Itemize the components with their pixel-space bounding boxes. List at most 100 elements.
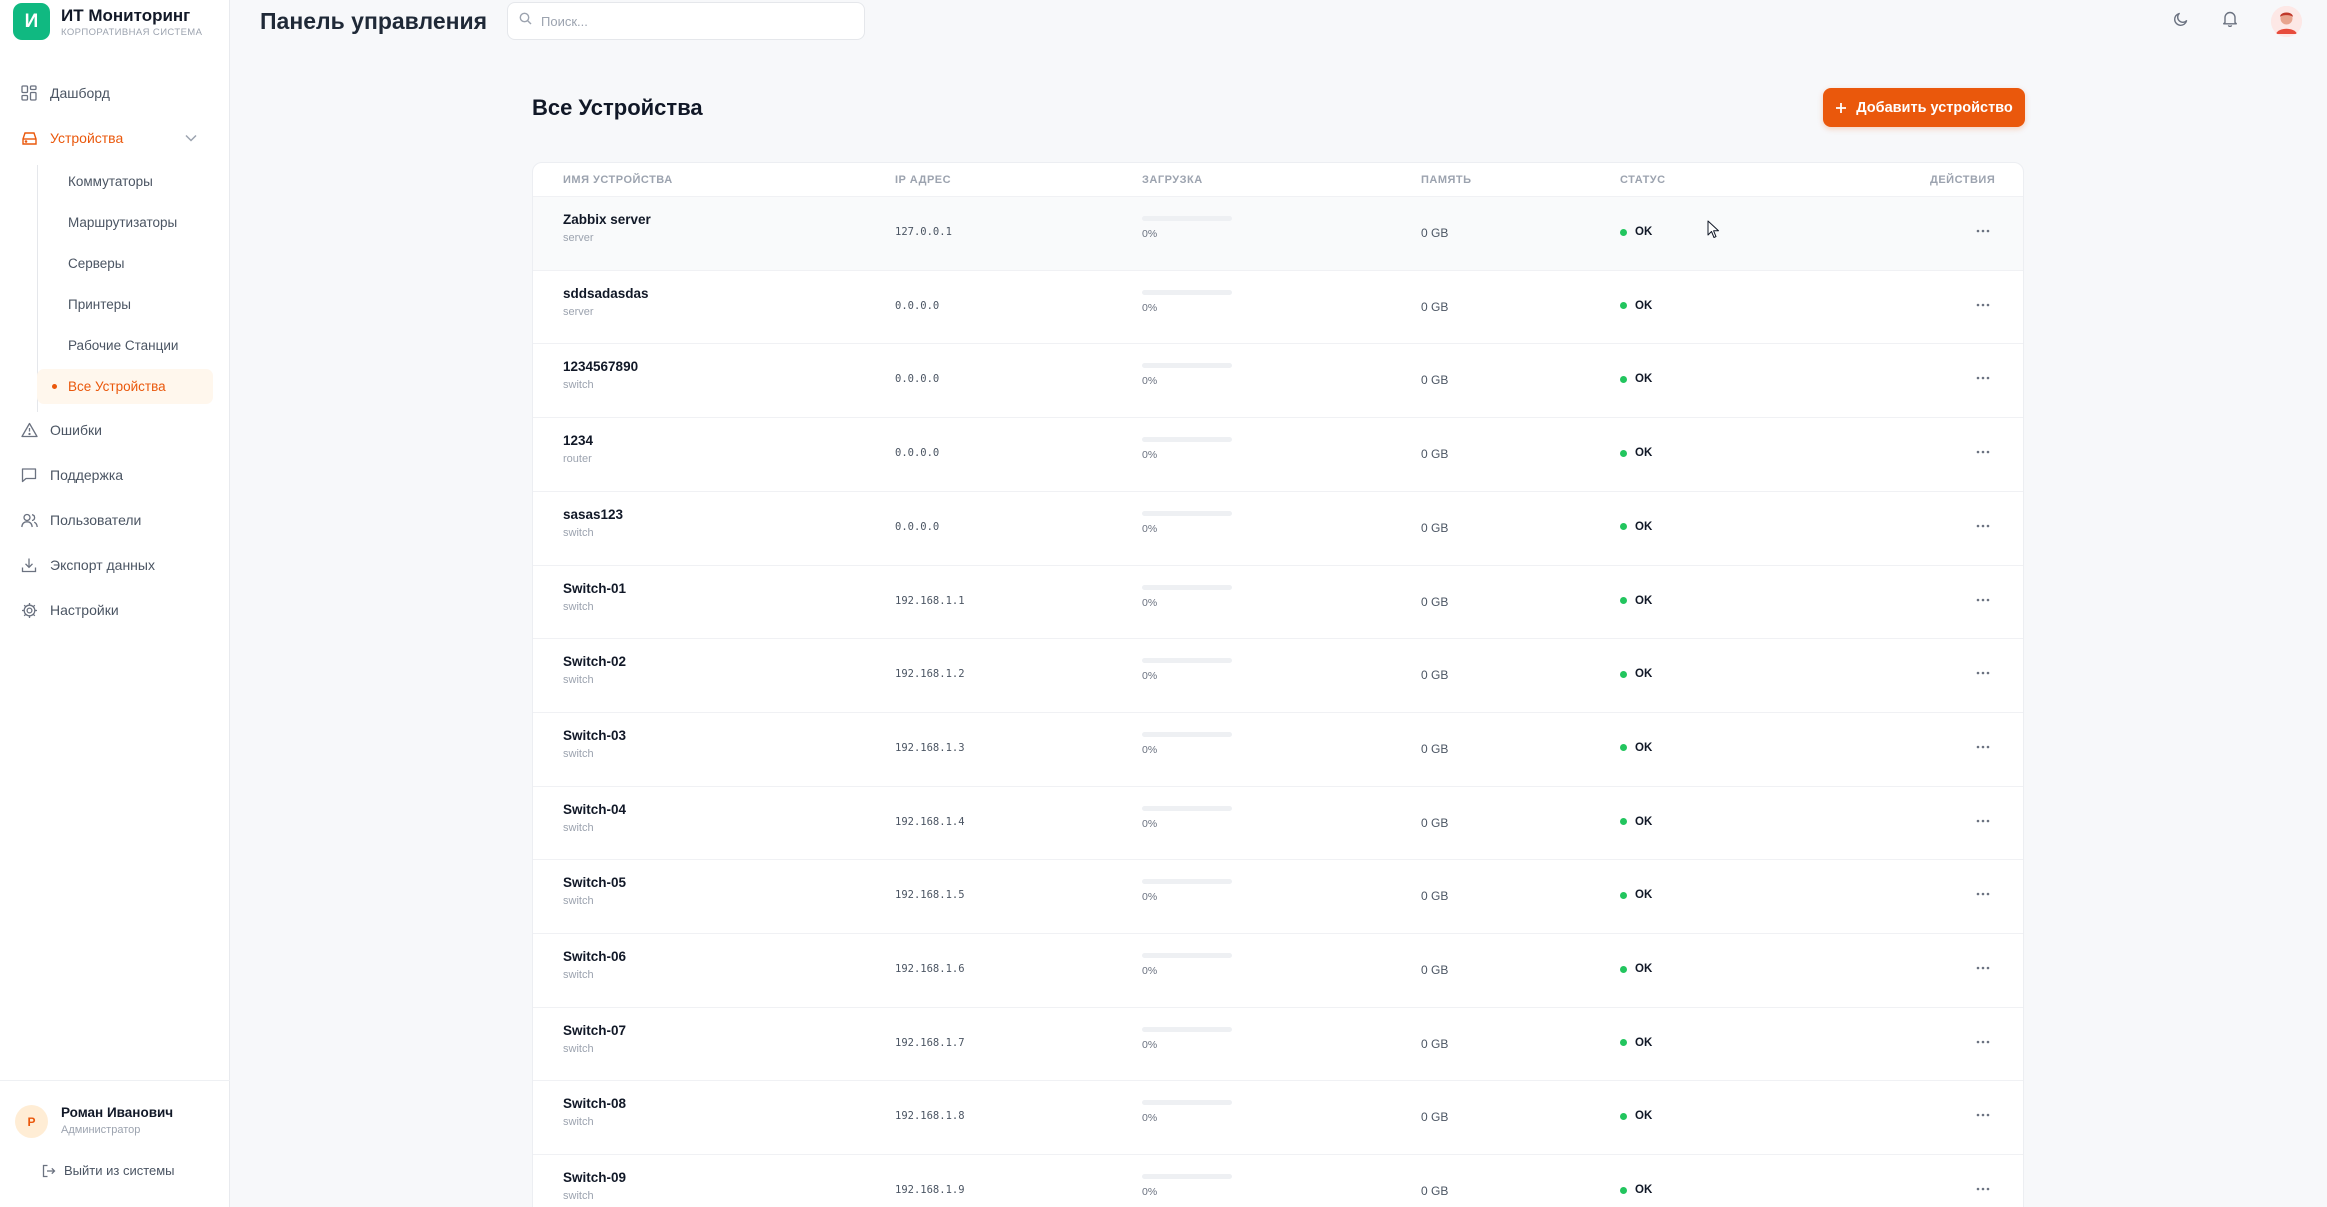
table-row[interactable]: sddsadasdas server 0.0.0.0 0% 0 GB OK bbox=[533, 269, 2023, 344]
sidebar-subitem-all-devices[interactable]: Все Устройства bbox=[37, 369, 213, 404]
column-header-status[interactable]: СТАТУС bbox=[1620, 174, 1666, 186]
table-row[interactable]: Zabbix server server 127.0.0.1 0% 0 GB OK bbox=[533, 196, 2023, 270]
table-row[interactable]: 1234 router 0.0.0.0 0% 0 GB OK bbox=[533, 417, 2023, 491]
device-load: 0% bbox=[1142, 522, 1158, 535]
search-box[interactable] bbox=[507, 2, 865, 40]
brand-subtitle: КОРПОРАТИВНАЯ СИСТЕМА bbox=[61, 26, 203, 38]
device-load: 0% bbox=[1142, 228, 1158, 240]
device-load: 0% bbox=[1142, 965, 1158, 977]
device-name[interactable]: Switch-02 bbox=[563, 654, 627, 670]
more-actions-button[interactable] bbox=[1971, 442, 1995, 462]
add-device-button[interactable]: Добавить устройство bbox=[1823, 88, 2025, 127]
sidebar-item-devices[interactable]: Устройства bbox=[20, 129, 123, 147]
sidebar-subitem-workstations[interactable]: Рабочие Станции bbox=[68, 338, 179, 353]
more-actions-button[interactable] bbox=[1971, 1032, 1995, 1052]
column-header-ip[interactable]: IP АДРЕС bbox=[895, 174, 952, 186]
more-actions-button[interactable] bbox=[1971, 884, 1995, 904]
sidebar-item-export[interactable]: Экспорт данных bbox=[20, 556, 155, 574]
sidebar-item-label: Устройства bbox=[50, 130, 124, 146]
device-name[interactable]: 1234 bbox=[563, 433, 594, 449]
table-row[interactable]: Switch-03 switch 192.168.1.3 0% 0 GB OK bbox=[533, 711, 2023, 786]
device-name[interactable]: sddsadasdas bbox=[563, 285, 649, 301]
more-horizontal-icon bbox=[1976, 745, 1990, 749]
sidebar-item-label: Дашборд bbox=[50, 85, 110, 101]
more-actions-button[interactable] bbox=[1971, 811, 1995, 831]
load-bar bbox=[1142, 953, 1232, 958]
device-ip: 192.168.1.6 bbox=[895, 963, 965, 975]
device-name[interactable]: Switch-07 bbox=[563, 1022, 627, 1038]
device-load: 0% bbox=[1142, 891, 1158, 904]
column-header-memory[interactable]: ПАМЯТЬ bbox=[1421, 174, 1472, 186]
more-actions-button[interactable] bbox=[1971, 590, 1995, 610]
device-name[interactable]: 1234567890 bbox=[563, 359, 639, 375]
chevron-down-icon[interactable] bbox=[184, 131, 198, 145]
load-bar bbox=[1142, 216, 1232, 221]
device-memory: 0 GB bbox=[1421, 1110, 1449, 1125]
device-name[interactable]: Switch-03 bbox=[563, 727, 627, 743]
more-horizontal-icon bbox=[1976, 524, 1990, 528]
device-name[interactable]: Switch-01 bbox=[563, 580, 627, 596]
device-name[interactable]: Switch-06 bbox=[563, 949, 627, 964]
table-row[interactable]: Switch-04 switch 192.168.1.4 0% 0 GB OK bbox=[533, 785, 2023, 860]
table-row[interactable]: Switch-08 switch 192.168.1.8 0% 0 GB OK bbox=[533, 1080, 2023, 1154]
column-header-name[interactable]: ИМЯ УСТРОЙСТВА bbox=[563, 174, 673, 186]
table-row[interactable]: Switch-01 switch 192.168.1.1 0% 0 GB OK bbox=[533, 564, 2023, 639]
table-row[interactable]: Switch-06 switch 192.168.1.6 0% 0 GB OK bbox=[533, 933, 2023, 1007]
device-name[interactable]: Switch-04 bbox=[563, 801, 627, 817]
more-horizontal-icon bbox=[1976, 1187, 1990, 1191]
sidebar-subitem-servers[interactable]: Серверы bbox=[68, 256, 125, 271]
more-actions-button[interactable] bbox=[1971, 221, 1995, 241]
logout-button[interactable]: Выйти из системы bbox=[42, 1163, 175, 1178]
status-dot bbox=[1620, 744, 1627, 752]
more-actions-button[interactable] bbox=[1971, 737, 1995, 757]
more-actions-button[interactable] bbox=[1971, 663, 1995, 683]
sidebar-subitem-switches[interactable]: Коммутаторы bbox=[68, 174, 153, 189]
more-actions-button[interactable] bbox=[1971, 516, 1995, 536]
sidebar-item-errors[interactable]: Ошибки bbox=[20, 421, 102, 439]
more-actions-button[interactable] bbox=[1971, 295, 1995, 315]
device-name[interactable]: sasas123 bbox=[563, 506, 624, 522]
more-actions-button[interactable] bbox=[1971, 958, 1995, 978]
theme-toggle-button[interactable] bbox=[2167, 7, 2195, 35]
profile-avatar[interactable] bbox=[2271, 6, 2302, 37]
load-bar bbox=[1142, 363, 1232, 369]
table-row[interactable]: 1234567890 switch 0.0.0.0 0% 0 GB OK bbox=[533, 343, 2023, 417]
device-memory: 0 GB bbox=[1421, 1184, 1449, 1199]
sidebar-item-users[interactable]: Пользователи bbox=[20, 511, 141, 529]
more-actions-button[interactable] bbox=[1971, 1179, 1995, 1199]
more-horizontal-icon bbox=[1976, 1114, 1990, 1117]
column-header-actions: ДЕЙСТВИЯ bbox=[1930, 174, 1996, 186]
sidebar-item-support[interactable]: Поддержка bbox=[20, 466, 123, 484]
sidebar-item-dashboard[interactable]: Дашборд bbox=[20, 84, 110, 102]
status-dot bbox=[1620, 302, 1627, 310]
table-row[interactable]: Switch-07 switch 192.168.1.7 0% 0 GB OK bbox=[533, 1006, 2023, 1081]
device-name[interactable]: Switch-09 bbox=[563, 1170, 627, 1186]
table-row[interactable]: Switch-02 switch 192.168.1.2 0% 0 GB OK bbox=[533, 638, 2023, 712]
devices-table: ИМЯ УСТРОЙСТВА IP АДРЕС ЗАГРУЗКА ПАМЯТЬ … bbox=[532, 162, 2024, 1207]
table-row[interactable]: Switch-05 switch 192.168.1.5 0% 0 GB OK bbox=[533, 859, 2023, 933]
search-input[interactable] bbox=[541, 13, 841, 29]
brand[interactable]: И ИТ Мониторинг КОРПОРАТИВНАЯ СИСТЕМА bbox=[13, 3, 202, 40]
table-row[interactable]: Switch-09 switch 192.168.1.9 0% 0 GB OK bbox=[533, 1154, 2023, 1207]
more-actions-button[interactable] bbox=[1971, 1105, 1995, 1125]
device-name[interactable]: Switch-05 bbox=[563, 875, 627, 891]
more-actions-button[interactable] bbox=[1971, 368, 1995, 388]
device-type: switch bbox=[563, 1042, 594, 1055]
device-name[interactable]: Zabbix server bbox=[563, 212, 651, 227]
device-load: 0% bbox=[1142, 375, 1158, 388]
table-row[interactable]: sasas123 switch 0.0.0.0 0% 0 GB OK bbox=[533, 490, 2023, 565]
column-header-load[interactable]: ЗАГРУЗКА bbox=[1142, 174, 1203, 186]
sidebar-item-label: Пользователи bbox=[50, 512, 142, 528]
avatar-image bbox=[2271, 6, 2302, 37]
search-icon bbox=[519, 12, 532, 30]
user-avatar[interactable]: Р bbox=[15, 1105, 48, 1138]
sidebar-subitem-routers[interactable]: Маршрутизаторы bbox=[68, 215, 178, 230]
device-name[interactable]: Switch-08 bbox=[563, 1096, 627, 1112]
status-badge: OK bbox=[1620, 668, 1652, 680]
load-bar bbox=[1142, 658, 1232, 664]
sidebar-subitem-printers[interactable]: Принтеры bbox=[68, 297, 131, 312]
status-text: OK bbox=[1635, 520, 1653, 533]
sidebar-item-label: Ошибки bbox=[50, 422, 102, 438]
sidebar-item-settings[interactable]: Настройки bbox=[20, 601, 119, 619]
notifications-button[interactable] bbox=[2216, 7, 2244, 35]
